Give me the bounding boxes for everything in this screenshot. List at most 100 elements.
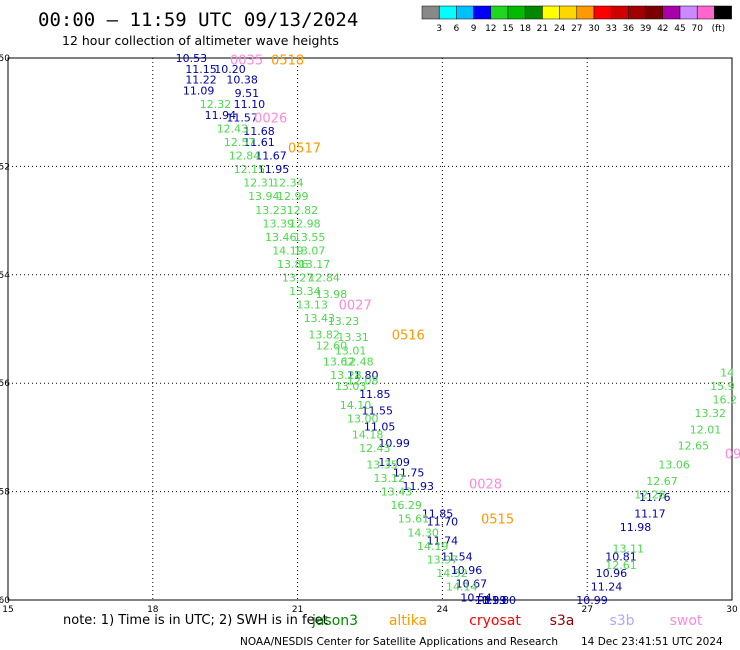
wave-height-value: 13.13 bbox=[296, 299, 328, 312]
colorbar-label: 21 bbox=[537, 24, 548, 34]
wave-height-value: 10.54 bbox=[460, 591, 492, 604]
color-scale-legend: 3 6 9 12 15 18 21 24 27 30 33 36 39 42 45 70 (ft) bbox=[421, 5, 732, 34]
colorbar-label: 27 bbox=[571, 24, 582, 34]
wave-height-value: 10.53 bbox=[176, 52, 208, 65]
wave-height-value: 12.15 bbox=[234, 163, 266, 176]
colorbar-label: 18 bbox=[519, 24, 531, 34]
wave-height-value: 11.67 bbox=[255, 150, 287, 163]
wave-height-value: 13.06 bbox=[658, 459, 690, 472]
wave-height-value: 13.55 bbox=[294, 231, 326, 244]
colorbar-unit: (ft) bbox=[712, 24, 726, 34]
wave-height-value: 12.57 bbox=[224, 136, 256, 149]
pass-time-label: 0517 bbox=[288, 141, 321, 156]
x-tick-label: 24 bbox=[437, 605, 449, 615]
wave-height-value: 13.39 bbox=[263, 217, 295, 230]
wave-height-value: 12.08 bbox=[347, 374, 379, 387]
colorbar-swatch bbox=[593, 5, 612, 20]
x-tick-label: 15 bbox=[2, 605, 13, 615]
wave-height-value: 13.86 bbox=[277, 258, 309, 271]
x-tick-label: 27 bbox=[581, 605, 592, 615]
wave-height-value: 10.96 bbox=[596, 567, 628, 580]
pass-time-label: 09 bbox=[725, 448, 740, 463]
wave-height-value: 13.32 bbox=[695, 407, 727, 420]
wave-height-value: 16.2 bbox=[713, 393, 738, 406]
x-tick-label: 18 bbox=[147, 605, 159, 615]
wave-height-value: 11.09 bbox=[378, 456, 410, 469]
x-tick-label: 21 bbox=[292, 605, 303, 615]
wave-height-value: 11.94 bbox=[205, 109, 237, 122]
colorbar-label: 36 bbox=[623, 24, 635, 34]
generated-timestamp: 14 Dec 23:41:51 UTC 2024 bbox=[581, 636, 723, 648]
colorbar-label: 45 bbox=[674, 24, 685, 34]
colorbar-label: 6 bbox=[454, 24, 460, 34]
wave-height-value: 13.23 bbox=[255, 204, 287, 217]
wave-height-value: 11.85 bbox=[422, 507, 454, 520]
wave-height-value: 11.68 bbox=[243, 125, 275, 138]
colorbar-label: 42 bbox=[657, 24, 668, 34]
wave-height-value: 11.93 bbox=[475, 594, 507, 607]
wave-height-value: 12.32 bbox=[200, 98, 232, 111]
wave-height-value: 11.54 bbox=[441, 551, 473, 564]
colorbar-label: 9 bbox=[471, 24, 477, 34]
wave-height-value: 13.12 bbox=[374, 472, 406, 485]
colorbar-swatch bbox=[490, 5, 509, 20]
colorbar-swatch bbox=[421, 5, 440, 20]
colorbar-label: 24 bbox=[554, 24, 566, 34]
wave-height-value: 10.39 bbox=[475, 594, 507, 607]
wave-height-value: 11.57 bbox=[226, 112, 258, 125]
chart-subtitle: 12 hour collection of altimeter wave hei… bbox=[62, 33, 339, 48]
wave-height-value: 12.98 bbox=[289, 217, 321, 230]
wave-height-value: 14.10 bbox=[340, 399, 372, 412]
grid-lines bbox=[8, 58, 732, 600]
wave-height-value: 10.38 bbox=[226, 74, 258, 87]
wave-height-value: 11.95 bbox=[258, 163, 290, 176]
chart-title: 00:00 – 11:59 UTC 09/13/2024 bbox=[38, 9, 358, 31]
colorbar-swatch bbox=[628, 5, 646, 20]
wave-height-value: 11.93 bbox=[403, 480, 435, 493]
wave-height-value: 13.82 bbox=[308, 328, 340, 341]
wave-height-value: 13.97 bbox=[427, 553, 459, 566]
y-tick-label: -58 bbox=[0, 488, 10, 498]
pass-time-label: 0027 bbox=[339, 299, 372, 314]
colorbar-label: 3 bbox=[436, 24, 442, 34]
y-tick-label: -54 bbox=[0, 271, 10, 281]
wave-height-value: 12.82 bbox=[287, 204, 319, 217]
wave-height-value: 14.19 bbox=[417, 540, 449, 553]
wave-height-value: 13.43 bbox=[381, 486, 413, 499]
wave-height-value: 15.9 bbox=[710, 380, 735, 393]
colorbar-label: 15 bbox=[502, 24, 513, 34]
y-tick-label: -50 bbox=[0, 54, 10, 64]
wave-height-value: 13.27 bbox=[282, 272, 314, 285]
colorbar-swatch bbox=[576, 5, 595, 20]
plot-area bbox=[7, 57, 733, 601]
legend-item: swot bbox=[670, 613, 703, 629]
colorbar-swatch bbox=[696, 5, 715, 20]
pass-time-label: 0035 bbox=[230, 54, 263, 69]
wave-height-value: 10.81 bbox=[605, 551, 637, 564]
wave-height-value: 14.52 bbox=[436, 567, 468, 580]
wave-height-value: 12.01 bbox=[690, 423, 722, 436]
pass-time-labels: 0518 0517 0516 0515 0035 0026 0027 0028 09 bbox=[230, 54, 740, 528]
wave-height-value: 13.23 bbox=[328, 315, 360, 328]
wave-height-value: 10.99 bbox=[378, 437, 410, 450]
colorbar-swatch bbox=[473, 5, 492, 20]
wave-height-value: 11.22 bbox=[185, 74, 217, 87]
wave-height-value: 15.61 bbox=[398, 513, 430, 526]
wave-height-value: 10.96 bbox=[451, 564, 483, 577]
wave-height-value: 13.35 bbox=[366, 459, 398, 472]
wave-height-value: 13.31 bbox=[337, 331, 369, 344]
pass-time-label: 0516 bbox=[392, 328, 425, 343]
wave-height-value: 12.43 bbox=[359, 442, 391, 455]
wave-height-value: 14.19 bbox=[272, 244, 304, 257]
wave-height-value: 12.31 bbox=[243, 177, 275, 190]
colorbar-swatch bbox=[645, 5, 664, 20]
wave-height-value: 12.61 bbox=[605, 559, 637, 572]
pass-time-label: 0026 bbox=[254, 112, 287, 127]
credit-line: NOAA/NESDIS Center for Satellite Applica… bbox=[240, 636, 558, 648]
wave-height-value: 16.29 bbox=[390, 499, 422, 512]
colorbar-swatch bbox=[662, 5, 681, 20]
colorbar-swatch bbox=[542, 5, 560, 20]
wave-height-value: 13.34 bbox=[289, 285, 321, 298]
wave-height-value: 14.18 bbox=[352, 429, 384, 442]
wave-height-value: 11.10 bbox=[234, 98, 266, 111]
